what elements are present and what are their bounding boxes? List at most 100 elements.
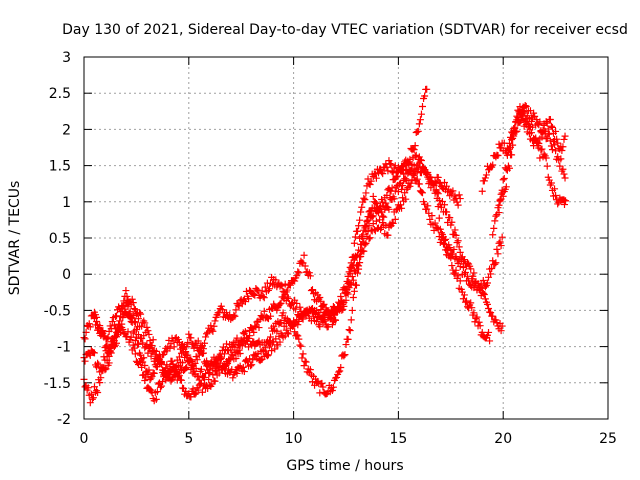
data-point <box>415 120 423 128</box>
data-point <box>507 143 515 151</box>
data-point <box>255 337 263 345</box>
data-point <box>508 136 516 143</box>
data-point <box>187 334 195 342</box>
data-point <box>317 315 325 323</box>
data-point <box>451 270 459 278</box>
data-point <box>479 276 487 284</box>
data-point <box>374 209 382 217</box>
data-point <box>494 204 502 212</box>
data-point <box>355 262 363 270</box>
data-point <box>109 341 117 349</box>
data-point <box>398 204 406 212</box>
data-point <box>372 174 380 182</box>
data-point <box>234 301 242 309</box>
data-point <box>198 388 206 396</box>
data-point <box>475 318 483 326</box>
data-point <box>317 306 325 314</box>
data-point <box>535 140 543 148</box>
data-point <box>357 208 365 216</box>
data-point <box>387 187 395 195</box>
data-point <box>427 174 435 182</box>
data-point <box>494 250 502 258</box>
data-point <box>383 191 391 199</box>
data-point <box>103 335 111 343</box>
data-point <box>286 281 294 289</box>
data-point <box>554 200 562 208</box>
data-point <box>392 206 400 214</box>
data-point <box>411 152 419 160</box>
data-point <box>420 164 428 172</box>
data-point <box>249 356 257 364</box>
data-point <box>136 309 144 317</box>
data-point <box>326 313 334 321</box>
data-point <box>493 319 501 327</box>
chart-title: Day 130 of 2021, Sidereal Day-to-day VTE… <box>62 22 628 38</box>
data-point <box>560 135 568 143</box>
data-point <box>201 373 209 381</box>
data-point <box>97 374 105 382</box>
data-point <box>99 363 107 371</box>
data-point <box>478 284 486 292</box>
data-point <box>283 286 291 294</box>
data-point <box>413 175 421 183</box>
data-point <box>501 164 509 172</box>
data-point <box>485 328 493 336</box>
plot-frame <box>83 56 609 420</box>
data-point <box>492 259 500 267</box>
data-point <box>294 332 302 340</box>
data-point <box>194 337 202 345</box>
data-point <box>182 364 190 372</box>
data-point <box>350 287 358 295</box>
data-point <box>464 272 472 280</box>
data-point <box>423 205 431 213</box>
data-point <box>195 376 203 384</box>
data-point <box>491 260 499 268</box>
data-point <box>463 297 471 305</box>
data-point <box>144 349 152 357</box>
data-point <box>276 338 284 346</box>
data-point <box>355 222 363 230</box>
data-point <box>547 179 555 187</box>
data-point <box>146 337 154 345</box>
data-point <box>562 197 570 205</box>
data-point <box>404 157 412 165</box>
data-point <box>423 85 431 93</box>
data-point <box>152 395 160 403</box>
data-point <box>446 214 454 222</box>
data-point <box>428 212 436 220</box>
data-point <box>134 315 142 323</box>
data-point <box>260 307 268 315</box>
data-point <box>443 182 451 190</box>
data-point <box>345 326 353 334</box>
data-point <box>414 127 422 135</box>
data-point <box>278 282 286 290</box>
data-point <box>476 322 484 330</box>
data-point <box>486 337 494 345</box>
data-point <box>110 337 118 345</box>
data-point <box>131 319 139 327</box>
data-point <box>443 208 451 216</box>
grid-lines <box>84 57 608 419</box>
data-point <box>284 294 292 302</box>
data-point <box>439 240 447 248</box>
data-point <box>406 182 414 190</box>
data-point <box>301 262 309 270</box>
data-point <box>366 180 374 188</box>
data-point <box>481 283 489 291</box>
data-point <box>324 323 332 331</box>
data-point <box>205 369 213 377</box>
data-point <box>145 330 153 338</box>
data-point <box>393 172 401 180</box>
data-point <box>402 195 410 203</box>
data-point <box>436 179 444 187</box>
data-point <box>382 199 390 207</box>
data-point <box>388 168 396 176</box>
data-point <box>90 383 98 391</box>
data-point <box>316 323 324 331</box>
data-point <box>151 350 159 358</box>
data-point <box>119 302 127 310</box>
data-point <box>360 194 368 202</box>
data-point <box>481 295 489 303</box>
data-point <box>518 110 526 118</box>
data-point <box>187 356 195 364</box>
